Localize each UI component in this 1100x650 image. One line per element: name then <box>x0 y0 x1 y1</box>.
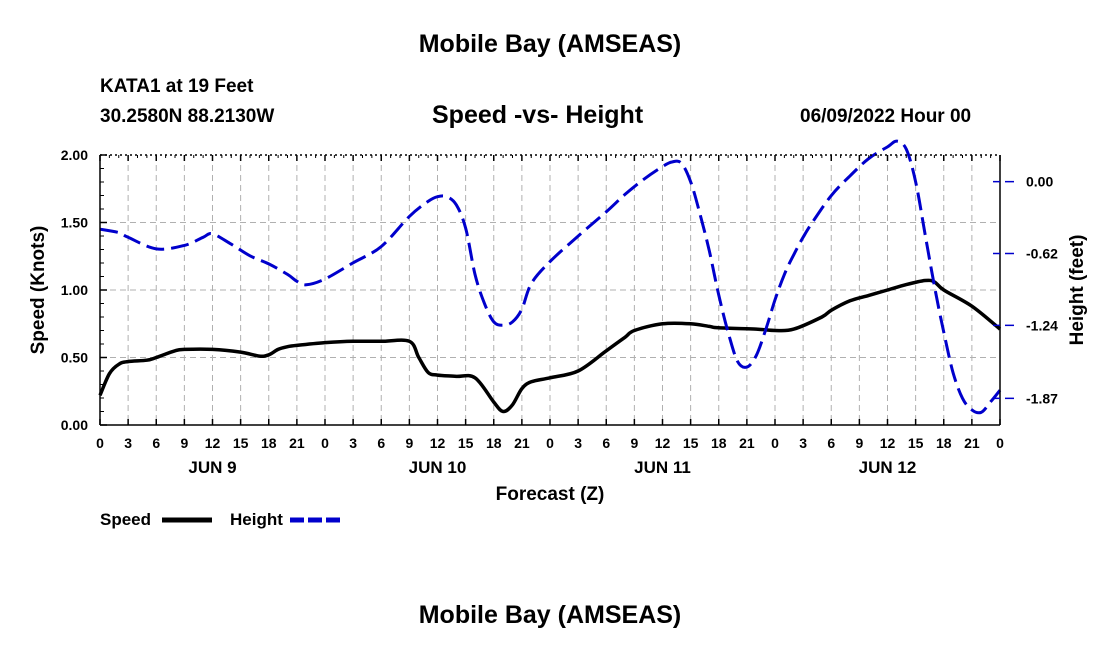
forecast-datetime: 06/09/2022 Hour 00 <box>800 106 972 127</box>
height-series-line <box>99 139 1002 415</box>
x-tick-label: 15 <box>908 435 924 451</box>
page-title-bottom: Mobile Bay (AMSEAS) <box>418 601 682 629</box>
y-axis-left-title: Speed (Knots) <box>28 226 49 355</box>
x-tick-label: 21 <box>514 435 530 451</box>
x-axis-title: Forecast (Z) <box>496 484 605 505</box>
x-tick-label: 0 <box>321 435 329 451</box>
axis-ticks: 0 3 6 9 12 15 18 21 0 3 6 9 12 15 18 21 0 3 6 9 12 15 18 21 0 3 6 9… <box>61 147 1058 477</box>
station-label: KATA1 at 19 Feet <box>100 76 254 97</box>
y-right-tick-label: -1.24 <box>1026 317 1058 333</box>
x-tick-label: 9 <box>630 435 638 451</box>
x-tick-label: 21 <box>964 435 980 451</box>
coordinates-label: 30.2580N 88.2130W <box>100 106 275 127</box>
x-tick-label: 18 <box>711 435 727 451</box>
x-tick-label: 6 <box>152 435 160 451</box>
x-tick-label: 21 <box>289 435 305 451</box>
x-tick-label: 6 <box>377 435 385 451</box>
chart-subtitle: Speed -vs- Height <box>432 101 644 129</box>
y-right-tick-label: -0.62 <box>1026 245 1058 261</box>
page-title-top: Mobile Bay (AMSEAS) <box>418 30 682 58</box>
grid-lines <box>100 155 1000 425</box>
x-tick-label: 12 <box>880 435 896 451</box>
x-tick-label: 3 <box>574 435 582 451</box>
legend-height-label: Height <box>230 510 283 529</box>
x-tick-label: 0 <box>996 435 1004 451</box>
y-left-tick-label: 0.50 <box>61 350 88 366</box>
x-tick-label: 3 <box>124 435 132 451</box>
x-tick-label: 15 <box>458 435 474 451</box>
x-day-label: JUN 10 <box>409 458 467 477</box>
x-tick-label: 6 <box>827 435 835 451</box>
x-tick-label: 0 <box>546 435 554 451</box>
x-tick-label: 12 <box>430 435 446 451</box>
y-right-tick-label: -1.87 <box>1026 390 1058 406</box>
y-right-tick-label: 0.00 <box>1026 174 1053 190</box>
x-tick-label: 12 <box>655 435 671 451</box>
y-left-tick-label: 2.00 <box>61 147 88 163</box>
x-tick-label: 9 <box>405 435 413 451</box>
x-tick-label: 9 <box>855 435 863 451</box>
y-left-tick-label: 1.00 <box>61 282 88 298</box>
y-axis-right-title: Height (feet) <box>1067 235 1088 346</box>
x-tick-label: 15 <box>233 435 249 451</box>
x-tick-label: 9 <box>180 435 188 451</box>
x-tick-label: 3 <box>799 435 807 451</box>
x-day-label: JUN 9 <box>188 458 236 477</box>
x-day-label: JUN 12 <box>859 458 917 477</box>
x-tick-label: 18 <box>936 435 952 451</box>
y-left-tick-label: 1.50 <box>61 215 88 231</box>
x-tick-label: 0 <box>96 435 104 451</box>
legend-speed-label: Speed <box>100 510 152 529</box>
x-tick-label: 3 <box>349 435 357 451</box>
x-tick-label: 15 <box>683 435 699 451</box>
x-tick-label: 21 <box>739 435 755 451</box>
x-tick-label: 0 <box>771 435 779 451</box>
x-tick-label: 12 <box>205 435 221 451</box>
speed-series-line <box>98 278 1002 414</box>
x-tick-label: 6 <box>602 435 610 451</box>
series-layer <box>98 139 1002 415</box>
x-day-label: JUN 11 <box>634 458 691 477</box>
x-tick-label: 18 <box>261 435 277 451</box>
y-left-tick-label: 0.00 <box>61 417 88 433</box>
x-tick-label: 18 <box>486 435 502 451</box>
